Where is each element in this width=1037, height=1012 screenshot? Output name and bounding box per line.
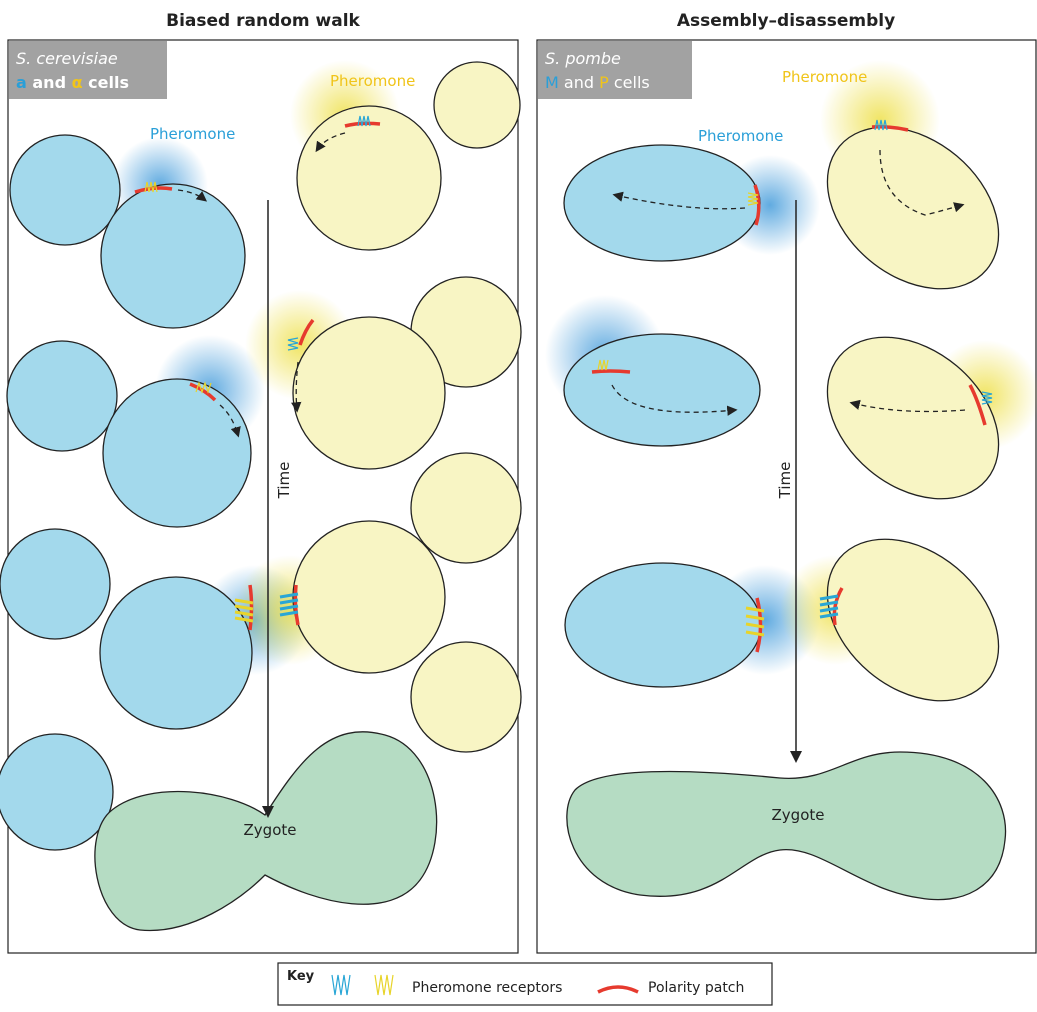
pheromone-label: Pheromone [698, 127, 783, 145]
pheromone-label: Pheromone [150, 125, 235, 143]
cell-types: a and α cells [16, 73, 129, 92]
species-label: S. pombe [545, 49, 621, 68]
type-2: α [72, 73, 83, 92]
key-title: Key [287, 969, 315, 984]
left-panel: Time Zygote Pheromone Pheromone S. cerev… [0, 39, 522, 954]
suffix: cells [88, 73, 129, 92]
key-patch: Polarity patch [648, 980, 744, 996]
panel-title: Biased random walk [166, 11, 360, 31]
panel-title: Assembly–disassembly [677, 11, 895, 31]
time-label: Time [776, 462, 794, 500]
conjunction: and [564, 73, 594, 92]
type-2: P [599, 73, 609, 92]
zygote-label: Zygote [244, 821, 297, 839]
pheromone-label: Pheromone [782, 68, 867, 86]
time-label: Time [275, 462, 293, 500]
type-1: a [16, 73, 27, 92]
conjunction: and [32, 73, 66, 92]
type-1: M [545, 73, 559, 92]
suffix: cells [614, 73, 650, 92]
pheromone-label: Pheromone [330, 72, 415, 90]
species-label: S. cerevisiae [16, 49, 118, 68]
zygote-label: Zygote [772, 806, 825, 824]
right-panel: Time Zygote Pheromone Pheromone S. pombe… [536, 39, 1037, 954]
key: Key Pheromone receptors Polarity patch [277, 962, 773, 1006]
key-receptors: Pheromone receptors [412, 980, 562, 996]
cell-types: M and P cells [545, 73, 650, 92]
